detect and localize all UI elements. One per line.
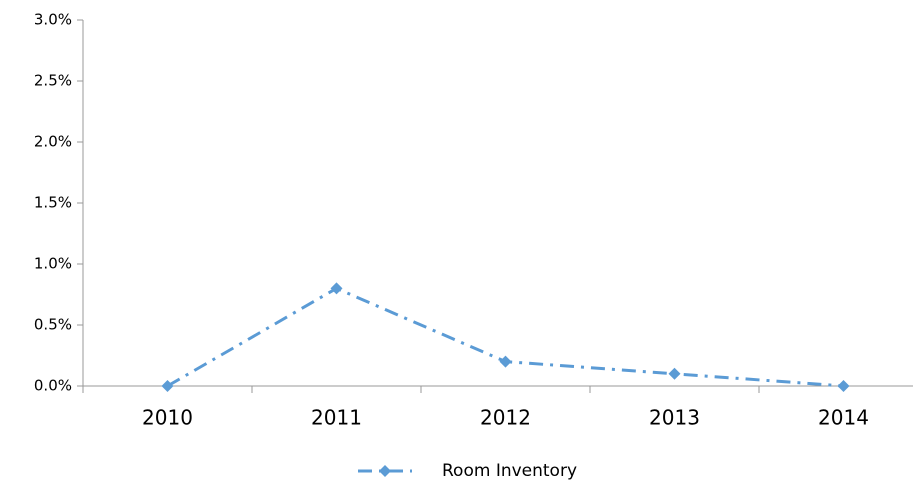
y-tick-label: 1.0% bbox=[34, 255, 72, 273]
x-tick-label: 2013 bbox=[649, 406, 700, 430]
point bbox=[499, 355, 512, 368]
x-tick-label: 2012 bbox=[480, 406, 531, 430]
x-tick-label: 2011 bbox=[311, 406, 362, 430]
point bbox=[161, 380, 174, 392]
y-tick-label: 2.5% bbox=[34, 72, 72, 90]
point bbox=[668, 367, 681, 380]
x-tick-label: 2014 bbox=[818, 406, 869, 430]
series-line bbox=[166, 286, 844, 388]
point bbox=[330, 282, 343, 295]
y-tick-label: 2.0% bbox=[34, 133, 72, 151]
x-tick-label: 2010 bbox=[142, 406, 193, 430]
y-tick-label: 1.5% bbox=[34, 194, 72, 212]
y-tick-label: 3.0% bbox=[34, 11, 72, 29]
y-tick-label: 0.5% bbox=[34, 316, 72, 334]
legend-label: Room Inventory bbox=[442, 461, 577, 481]
legend-marker bbox=[379, 465, 391, 477]
point bbox=[837, 380, 850, 392]
y-tick-label: 0.0% bbox=[34, 377, 72, 395]
